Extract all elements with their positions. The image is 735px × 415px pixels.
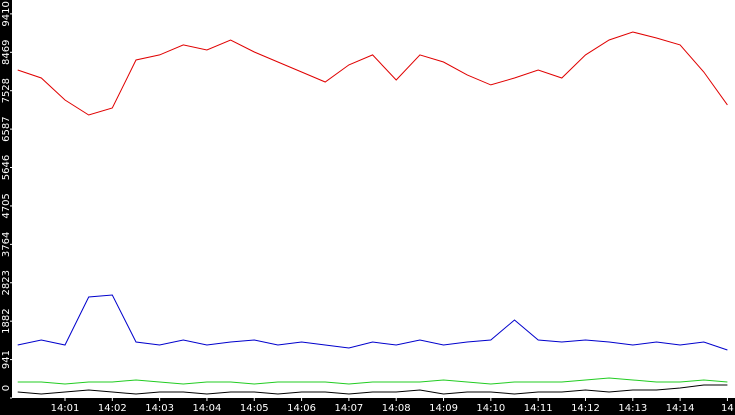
x-tick-label: 14:05 [240, 403, 269, 414]
y-tick-label: 7528 [1, 78, 12, 103]
x-tick-label: 14 [721, 403, 734, 414]
y-tick-label: 6587 [1, 116, 12, 141]
x-tick-label: 14:11 [524, 403, 553, 414]
y-tick-label: 3764 [1, 232, 12, 257]
x-tick-label: 14:06 [287, 403, 316, 414]
y-tick-label: 9410 [1, 1, 12, 26]
y-tick-label: 8469 [1, 40, 12, 65]
x-tick-label: 14:04 [193, 403, 222, 414]
y-tick-label: 2823 [1, 270, 12, 295]
x-tick-label: 14:07 [334, 403, 363, 414]
x-axis-bar [0, 398, 735, 415]
y-tick-label: 5646 [1, 155, 12, 180]
x-tick-label: 14:12 [571, 403, 600, 414]
y-tick-label: 0 [1, 385, 12, 391]
series-line [17, 294, 728, 351]
x-tick-label: 14:02 [98, 403, 127, 414]
x-tick-label: 14:10 [476, 403, 505, 414]
x-tick-label: 14:09 [429, 403, 458, 414]
x-tick-label: 14:14 [666, 403, 695, 414]
x-tick-label: 14:13 [618, 403, 647, 414]
x-tick-label: 14:08 [382, 403, 411, 414]
series-line [17, 31, 728, 116]
y-tick-label: 4705 [1, 193, 12, 218]
y-tick-label: 941 [1, 350, 12, 369]
y-axis-bar [0, 0, 12, 415]
series-line [17, 384, 728, 395]
y-tick-label: 1882 [1, 308, 12, 333]
x-tick-label: 14:01 [51, 403, 80, 414]
x-tick-label: 14:03 [145, 403, 174, 414]
series-line [17, 377, 728, 385]
